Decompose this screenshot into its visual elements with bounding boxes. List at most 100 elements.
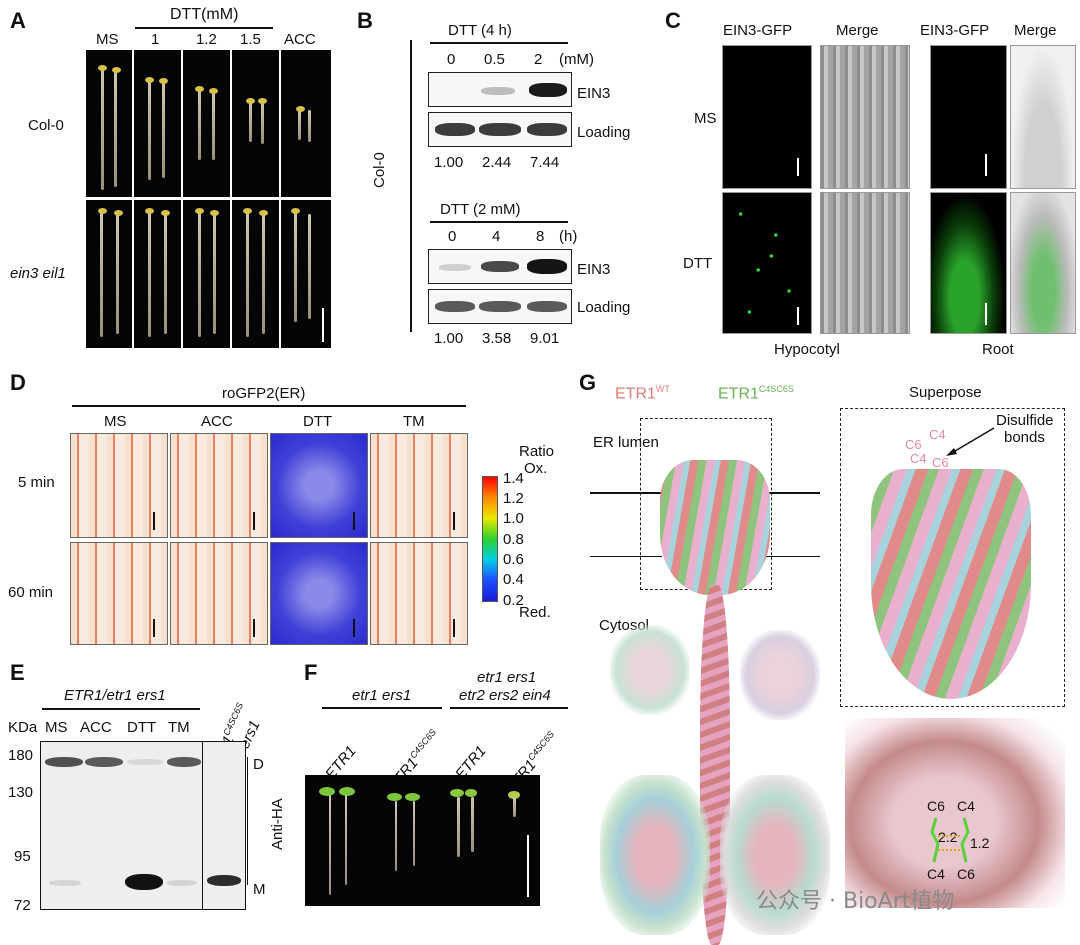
panel-e-marker-72: 72 bbox=[14, 897, 31, 914]
panel-d-60min-tm bbox=[370, 542, 468, 645]
panel-a-col-acc: ACC bbox=[284, 31, 316, 48]
panel-a-col-1: 1 bbox=[151, 31, 160, 48]
panel-c-row-dtt: DTT bbox=[683, 255, 713, 272]
panel-c-hypocotyl-dtt-merge bbox=[820, 192, 910, 334]
panel-d-col-ms: MS bbox=[104, 413, 127, 430]
panel-a-scale-bar bbox=[322, 308, 324, 342]
panel-g-protein-structure bbox=[600, 415, 830, 945]
panel-b-bottom-loading-blot bbox=[428, 289, 572, 324]
panel-f-scale-bar bbox=[527, 835, 529, 897]
panel-g-distance-2: 1.2 bbox=[970, 835, 990, 851]
panel-g-closeup-c6-bottom: C6 bbox=[957, 866, 975, 882]
panel-c-row-ms: MS bbox=[694, 110, 717, 127]
panel-d-colorbar-title-2: Ox. bbox=[524, 460, 548, 477]
panel-a-header: DTT(mM) bbox=[170, 6, 239, 23]
panel-letter-d: D bbox=[10, 370, 26, 395]
panel-e-lane-dtt: DTT bbox=[127, 719, 157, 736]
panel-c-hypocotyl-dtt-gfp bbox=[722, 192, 812, 334]
panel-b-bottom-label-loading: Loading bbox=[577, 299, 631, 316]
panel-e-lane-tm: TM bbox=[168, 719, 190, 736]
panel-g-superpose-box bbox=[840, 408, 1065, 707]
panel-d-colorbar-tick-3: 1.0 bbox=[503, 510, 524, 527]
panel-g-superpose-title: Superpose bbox=[909, 384, 982, 401]
panel-a-col-ms: MS bbox=[96, 31, 119, 48]
panel-a-row-ein3eil1: ein3 eil1 bbox=[10, 265, 66, 282]
panel-a-row-col0: Col-0 bbox=[28, 117, 64, 134]
panel-d-col-acc: ACC bbox=[201, 413, 233, 430]
panel-d-5min-dtt bbox=[270, 433, 368, 538]
panel-g-superpose-c4-top: C4 bbox=[929, 427, 946, 442]
panel-b-top-value-1: 1.00 bbox=[434, 154, 464, 171]
panel-e-gel-mutant bbox=[202, 741, 246, 910]
panel-b-top-unit: (mM) bbox=[559, 51, 594, 68]
panel-b-bottom-value-3: 9.01 bbox=[530, 330, 560, 347]
panel-letter-c: C bbox=[665, 8, 681, 33]
watermark: 公众号 · BioArt植物 bbox=[756, 889, 955, 914]
panel-letter-e: E bbox=[10, 660, 25, 685]
panel-c-hypocotyl-ms-merge bbox=[820, 45, 910, 189]
panel-b-bottom-time-0: 0 bbox=[448, 228, 457, 245]
panel-d-header: roGFP2(ER) bbox=[222, 385, 306, 402]
panel-c-tissue-root: Root bbox=[982, 341, 1014, 358]
panel-e-group-label: ETR1/etr1 ers1 bbox=[64, 687, 166, 704]
panel-letter-f: F bbox=[304, 660, 318, 685]
panel-e-band-m: M bbox=[253, 881, 266, 898]
panel-b-bottom-value-1: 1.00 bbox=[434, 330, 464, 347]
panel-d-colorbar-tick-4: 0.8 bbox=[503, 531, 524, 548]
panel-d-colorbar-tick-7: 0.2 bbox=[503, 592, 524, 609]
panel-c-hypocotyl-ms-gfp bbox=[722, 45, 812, 189]
panel-f-seedling-image bbox=[305, 775, 540, 906]
panel-b-bottom-ein3-blot bbox=[428, 249, 572, 284]
panel-letter-a: A bbox=[10, 8, 26, 33]
panel-letter-g: G bbox=[579, 370, 597, 395]
panel-g-superpose-c6-bottom: C6 bbox=[932, 455, 949, 470]
panel-d-row-60min: 60 min bbox=[8, 584, 54, 601]
panel-a-col-1-2: 1.2 bbox=[196, 31, 217, 48]
panel-b-bottom-value-2: 3.58 bbox=[482, 330, 512, 347]
panel-g-disulfide-line1: Disulfide bbox=[996, 412, 1054, 429]
panel-b-top-label-loading: Loading bbox=[577, 124, 631, 141]
panel-d-colorbar-tick-1: 1.4 bbox=[503, 470, 524, 487]
panel-d-row-5min: 5 min bbox=[18, 474, 55, 491]
panel-d-60min-ms bbox=[70, 542, 168, 645]
panel-b-top-value-2: 2.44 bbox=[482, 154, 512, 171]
panel-c-col-merge-2: Merge bbox=[1014, 22, 1057, 39]
panel-g-closeup-c6-top: C6 bbox=[927, 798, 945, 814]
panel-c-col-gfp-2: EIN3-GFP bbox=[920, 22, 990, 39]
panel-d-5min-acc bbox=[170, 433, 268, 538]
panel-e-marker-130: 130 bbox=[8, 784, 34, 801]
panel-e-band-d: D bbox=[253, 756, 264, 773]
panel-g-label-mut: ETR1C4SC6S bbox=[718, 384, 794, 403]
panel-f-group2-line2: etr2 ers2 ein4 bbox=[459, 687, 551, 704]
panel-d-colorbar bbox=[482, 476, 498, 602]
panel-g-superpose-c4-bottom: C4 bbox=[910, 451, 927, 466]
panel-f-group2-line1: etr1 ers1 bbox=[477, 669, 537, 686]
panel-c-root-ms-merge bbox=[1010, 45, 1076, 189]
panel-e-kda-label: KDa bbox=[8, 719, 38, 736]
panel-e-gel-main bbox=[40, 741, 204, 910]
panel-d-colorbar-tick-2: 1.2 bbox=[503, 490, 524, 507]
panel-b-top-label-ein3: EIN3 bbox=[577, 85, 611, 102]
panel-b-top-loading-blot bbox=[428, 112, 572, 147]
panel-e-lane-ms: MS bbox=[45, 719, 68, 736]
panel-e-marker-95: 95 bbox=[14, 848, 31, 865]
panel-b-bottom-title: DTT (2 mM) bbox=[440, 201, 521, 218]
panel-b-top-dose-0: 0 bbox=[447, 51, 456, 68]
panel-g-disulfide-line2: bonds bbox=[1004, 429, 1045, 446]
panel-g-membrane-upper-right bbox=[748, 492, 820, 494]
panel-g-disulfide-closeup bbox=[845, 718, 1065, 908]
panel-c-tissue-hypocotyl: Hypocotyl bbox=[774, 341, 840, 358]
panel-d-5min-tm bbox=[370, 433, 468, 538]
panel-d-5min-ms bbox=[70, 433, 168, 538]
panel-g-er-lumen: ER lumen bbox=[593, 434, 659, 451]
panel-g-disulfide-arrow bbox=[946, 427, 995, 456]
panel-c-col-merge-1: Merge bbox=[836, 22, 879, 39]
panel-b-side-label: Col-0 bbox=[371, 152, 388, 188]
panel-f-group1: etr1 ers1 bbox=[352, 687, 412, 704]
panel-b-top-dose-0-5: 0.5 bbox=[484, 51, 505, 68]
panel-c-root-dtt-gfp bbox=[930, 192, 1007, 334]
panel-b-top-value-3: 7.44 bbox=[530, 154, 560, 171]
panel-c-root-ms-gfp bbox=[930, 45, 1007, 189]
panel-b-top-title: DTT (4 h) bbox=[448, 22, 512, 39]
panel-e-antibody: Anti-HA bbox=[269, 798, 286, 850]
